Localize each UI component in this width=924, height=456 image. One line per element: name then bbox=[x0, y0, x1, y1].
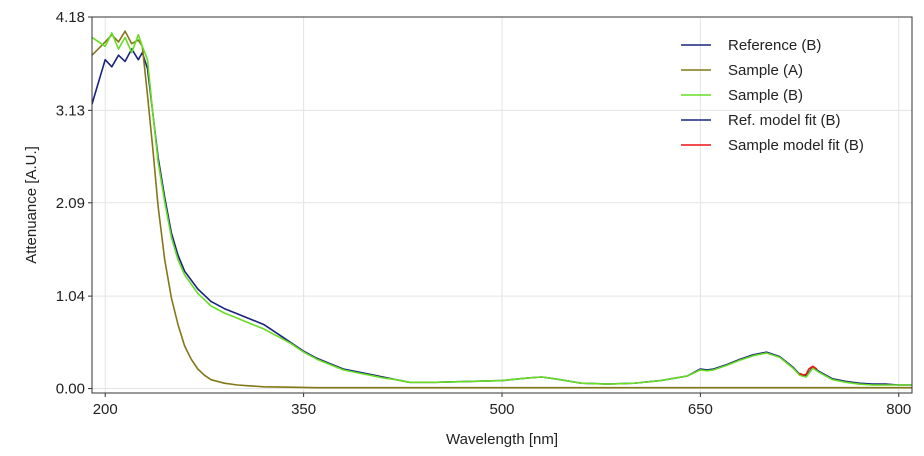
y-tick-label: 0.00 bbox=[56, 381, 85, 398]
y-tick-label: 3.13 bbox=[56, 102, 85, 119]
legend-label: Ref. model fit (B) bbox=[728, 112, 841, 129]
x-tick-label: 500 bbox=[489, 401, 514, 418]
series-layer bbox=[92, 30, 912, 389]
series-line-4 bbox=[799, 365, 818, 377]
legend: Reference (B) Sample (A) Sample (B) Ref. mo… bbox=[681, 37, 864, 154]
y-tick-label: 2.09 bbox=[56, 195, 85, 212]
x-tick-label: 650 bbox=[688, 401, 713, 418]
series-line-2 bbox=[92, 32, 912, 386]
y-axis-ticks: 0.00 1.04 2.09 3.13 4.18 bbox=[56, 9, 92, 398]
x-tick-label: 350 bbox=[291, 401, 316, 418]
x-axis-label: Wavelength [nm] bbox=[446, 431, 558, 448]
x-tick-label: 200 bbox=[93, 401, 118, 418]
y-tick-label: 4.18 bbox=[56, 9, 85, 26]
y-axis-label: Attenuance [A.U.] bbox=[23, 146, 40, 264]
legend-label: Sample model fit (B) bbox=[728, 137, 864, 154]
x-axis-ticks: 200 350 500 650 800 bbox=[93, 393, 911, 418]
y-tick-label: 1.04 bbox=[56, 288, 85, 305]
legend-label: Sample (A) bbox=[728, 62, 803, 79]
legend-label: Reference (B) bbox=[728, 37, 821, 54]
x-tick-label: 800 bbox=[886, 401, 911, 418]
legend-label: Sample (B) bbox=[728, 87, 803, 104]
